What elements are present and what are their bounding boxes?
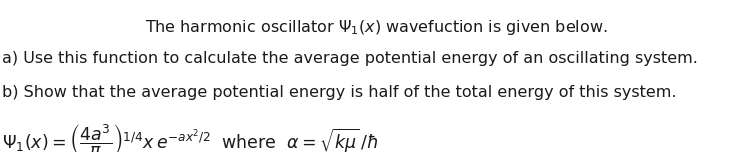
- Text: The harmonic oscillator $\Psi_1(x)$ wavefuction is given below.: The harmonic oscillator $\Psi_1(x)$ wave…: [145, 18, 608, 37]
- Text: a) Use this function to calculate the average potential energy of an oscillating: a) Use this function to calculate the av…: [2, 52, 698, 66]
- Text: b) Show that the average potential energy is half of the total energy of this sy: b) Show that the average potential energ…: [2, 85, 676, 100]
- Text: $\Psi_1(x) = \left(\dfrac{4a^3}{\pi}\right)^{1/4} x\, e^{-ax^2/2}$  where  $\alp: $\Psi_1(x) = \left(\dfrac{4a^3}{\pi}\rig…: [2, 123, 378, 152]
